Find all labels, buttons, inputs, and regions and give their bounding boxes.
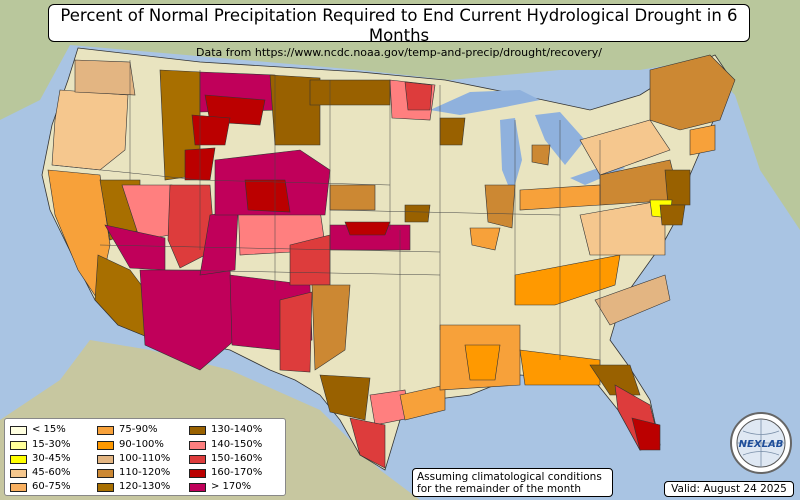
legend-label: 160-170% — [211, 467, 263, 478]
note-line: for the remainder of the month — [417, 483, 582, 495]
drought-regions — [47, 54, 736, 469]
legend-item: 30-45% — [10, 453, 71, 465]
legend-label: 150-160% — [211, 453, 263, 464]
legend-swatch — [189, 482, 206, 492]
legend-item: 150-160% — [189, 453, 262, 465]
legend-label: 15-30% — [32, 439, 71, 450]
legend-item: 60-75% — [10, 481, 71, 493]
legend-item: 45-60% — [10, 467, 71, 479]
legend-item: 140-150% — [189, 439, 262, 451]
legend-swatch — [189, 468, 206, 478]
legend-swatch — [97, 468, 114, 478]
lake-michigan — [500, 118, 522, 195]
legend-label: 60-75% — [32, 481, 71, 492]
legend-item: 75-90% — [97, 424, 158, 436]
legend-label: 75-90% — [119, 424, 158, 435]
title-box: Percent of Normal Precipitation Required… — [48, 4, 750, 59]
legend-item: 100-110% — [97, 453, 170, 465]
legend-swatch — [97, 454, 114, 464]
legend-swatch — [189, 440, 206, 450]
legend-swatch — [189, 454, 206, 464]
lake-superior — [430, 90, 540, 115]
legend-swatch — [10, 454, 27, 464]
legend-label: 30-45% — [32, 453, 71, 464]
legend-label: 120-130% — [119, 481, 171, 492]
assumption-note: Assuming climatological conditions for t… — [412, 468, 613, 497]
state-lines — [51, 60, 601, 390]
legend-item: < 15% — [10, 424, 66, 436]
legend-swatch — [10, 440, 27, 450]
legend-label: > 170% — [211, 481, 252, 492]
globe-icon: NEXLAB — [736, 418, 786, 468]
logo-text: NEXLAB — [739, 439, 784, 450]
legend-swatch — [97, 440, 114, 450]
map-title: Percent of Normal Precipitation Required… — [60, 6, 738, 45]
note-line: Assuming climatological conditions — [417, 471, 602, 483]
legend-item: 15-30% — [10, 439, 71, 451]
legend-item: 130-140% — [189, 424, 262, 436]
legend-label: 45-60% — [32, 467, 71, 478]
legend-label: 110-120% — [119, 467, 171, 478]
valid-date: Valid: August 24 2025 — [664, 481, 794, 497]
legend-item: 120-130% — [97, 481, 170, 493]
legend-item: 160-170% — [189, 467, 262, 479]
legend-item: 110-120% — [97, 467, 170, 479]
legend: < 15% 15-30% 30-45% 45-60% 60-75% 75-90%… — [4, 418, 286, 496]
legend-swatch — [97, 425, 114, 435]
legend-swatch — [10, 482, 27, 492]
legend-swatch — [10, 468, 27, 478]
canada-land — [0, 0, 800, 230]
nexlab-logo: NEXLAB — [730, 412, 792, 474]
legend-label: 140-150% — [211, 439, 263, 450]
legend-swatch — [10, 425, 27, 435]
legend-label: 130-140% — [211, 424, 263, 435]
map-subtitle: Data from https://www.ncdc.noaa.gov/temp… — [196, 46, 602, 59]
legend-label: 100-110% — [119, 453, 171, 464]
legend-label: < 15% — [32, 424, 66, 435]
legend-swatch — [189, 425, 206, 435]
legend-label: 90-100% — [119, 439, 164, 450]
legend-swatch — [97, 482, 114, 492]
legend-item: 90-100% — [97, 439, 164, 451]
legend-item: > 170% — [189, 481, 251, 493]
